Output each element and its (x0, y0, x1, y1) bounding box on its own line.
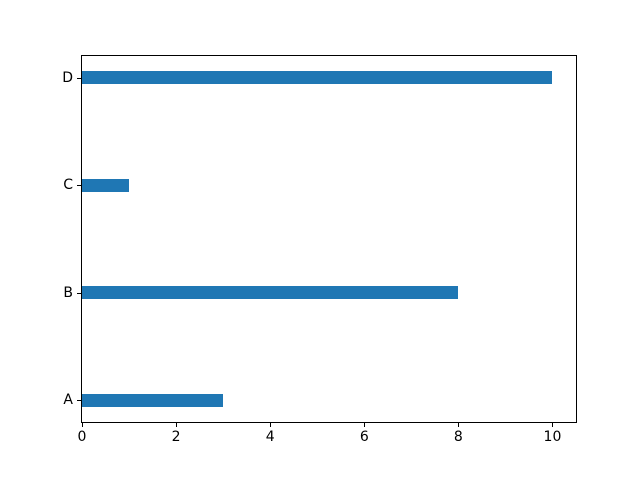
x-tick-label-0: 0 (77, 429, 87, 445)
bar-d (82, 71, 553, 85)
y-tick-c (77, 185, 81, 187)
x-tick-8 (458, 423, 460, 427)
plot-area: A B C D 0 2 4 6 8 10 (62, 55, 577, 444)
x-tick-0 (82, 423, 83, 427)
y-tick-d (77, 77, 81, 79)
x-tick-label-6: 6 (359, 429, 369, 445)
y-tick-label-d: D (62, 69, 73, 86)
bar-b (82, 286, 459, 300)
bar-a (82, 393, 224, 407)
x-tick-label-8: 8 (453, 429, 463, 445)
y-tick-a (77, 400, 81, 402)
y-tick-b (77, 292, 81, 294)
x-tick-6 (364, 423, 366, 427)
bar-c (82, 178, 130, 192)
x-tick-label-4: 4 (265, 429, 275, 445)
x-tick-10 (552, 423, 554, 427)
x-tick-label-10: 10 (543, 429, 562, 445)
y-tick-label-c: C (63, 177, 73, 194)
y-tick-label-a: A (63, 392, 73, 409)
x-tick-2 (176, 423, 178, 427)
x-tick-label-2: 2 (171, 429, 181, 445)
y-tick-label-b: B (63, 284, 73, 301)
x-tick-4 (270, 423, 272, 427)
